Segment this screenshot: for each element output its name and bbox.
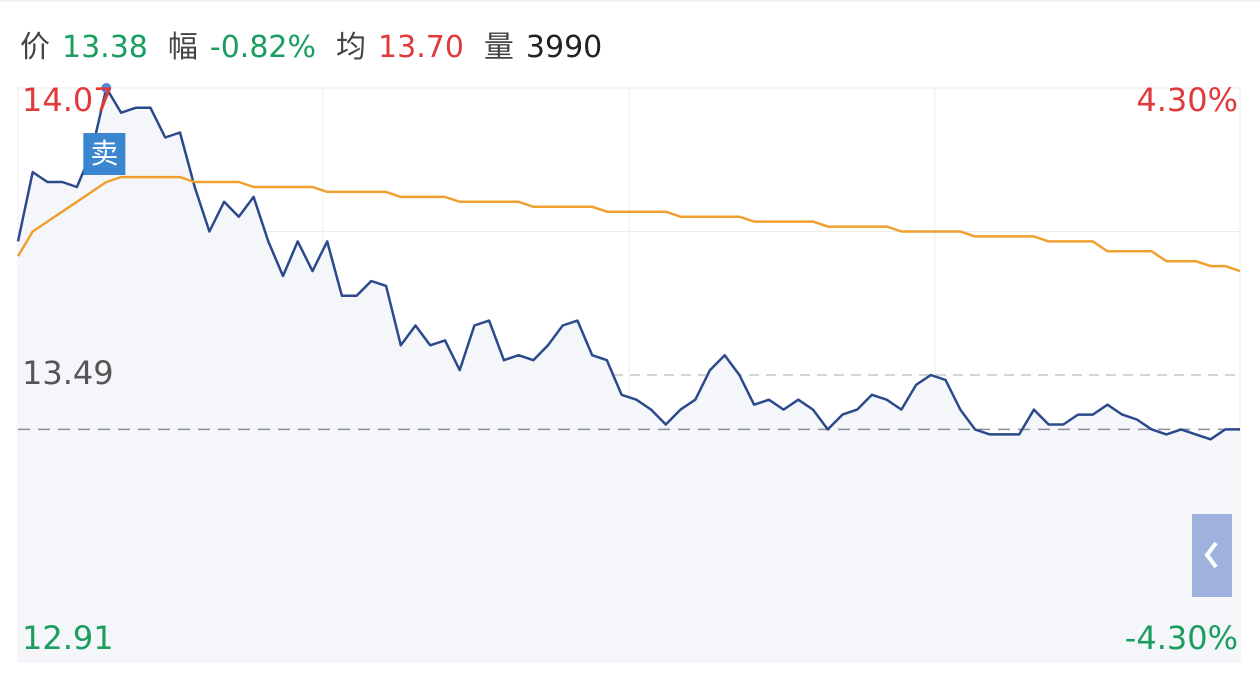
quote-value: 13.70 xyxy=(378,30,464,65)
quote-item: 量 3990 xyxy=(484,22,602,68)
collapse-button[interactable] xyxy=(1192,514,1232,597)
quote-label: 价 xyxy=(20,30,50,65)
y-tick-label: 14.07 xyxy=(22,81,114,119)
chevron-icon xyxy=(1204,541,1218,569)
marks xyxy=(16,83,1241,662)
y-tick-label: 13.49 xyxy=(22,354,114,392)
y2-tick-label: 4.30% xyxy=(1136,81,1238,119)
quote-item: 价 13.38 xyxy=(20,22,148,68)
signal-badge xyxy=(83,133,126,175)
quote-label: 均 xyxy=(336,30,367,65)
quote-value: 3990 xyxy=(525,30,603,65)
quote-header: 价 13.38 幅 -0.82% 均 13.70 量 3990 xyxy=(20,22,602,68)
quote-item: 均 13.70 xyxy=(336,22,464,68)
average-line xyxy=(16,175,1241,273)
quote-value: -0.82% xyxy=(209,30,317,65)
price-area xyxy=(18,88,1240,662)
high-dot xyxy=(101,83,112,93)
quote-label: 幅 xyxy=(167,30,198,65)
y2-tick-label: -4.30% xyxy=(1125,619,1238,657)
collapse-tab[interactable] xyxy=(1192,514,1232,597)
signal-label: 卖 xyxy=(90,137,118,170)
quote-value: 13.38 xyxy=(62,30,148,65)
y-tick-label: 12.91 xyxy=(22,619,114,657)
quote-label: 量 xyxy=(483,30,514,65)
price-line xyxy=(16,86,1240,441)
quote-item: 幅 -0.82% xyxy=(168,22,316,68)
